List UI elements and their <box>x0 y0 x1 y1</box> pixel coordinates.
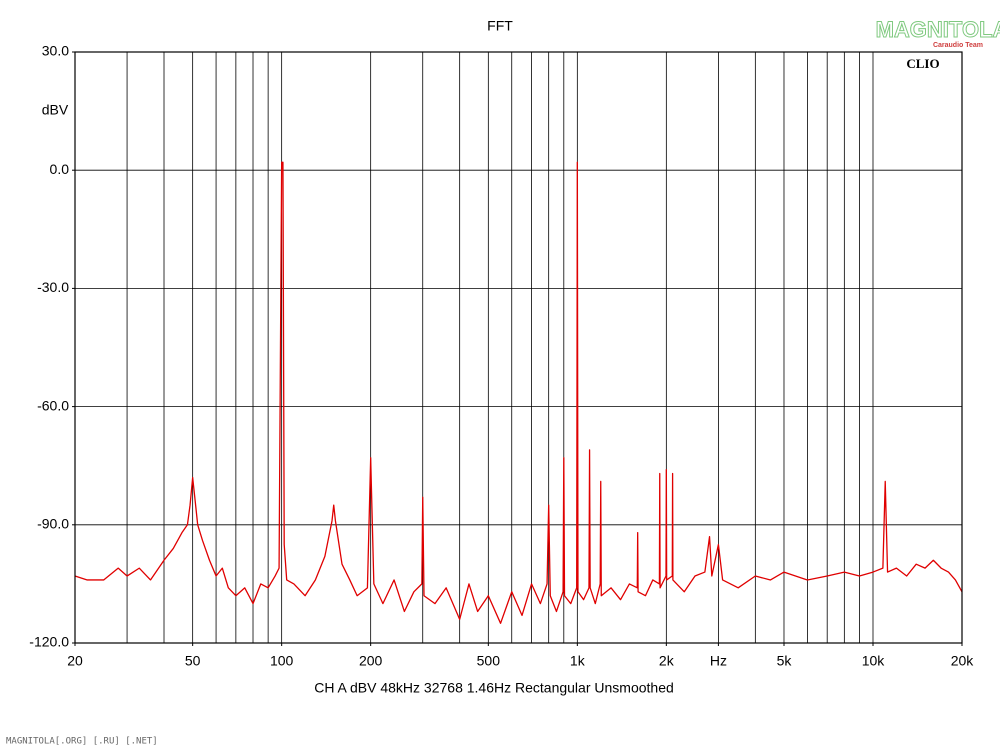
spectrum-line <box>74 161 963 624</box>
x-tick-label: 500 <box>477 653 501 669</box>
footer: MAGNITOLA[.ORG] [.RU] [.NET] <box>6 737 158 747</box>
x-tick-label: 20 <box>67 653 83 669</box>
y-tick-label: -90.0 <box>37 516 69 532</box>
y-tick-label: 0.0 <box>50 161 70 177</box>
x-tick-label: 100 <box>270 653 294 669</box>
y-tick-label: -60.0 <box>37 397 69 413</box>
x-tick-label: 5k <box>777 653 793 669</box>
x-axis-label: CH A dBV 48kHz 32768 1.46Hz Rectangular … <box>314 680 674 696</box>
brand-box <box>898 55 948 75</box>
x-tick-label: 1k <box>570 653 586 669</box>
x-tick-label: 200 <box>359 653 383 669</box>
x-tick-label: 20k <box>951 653 975 669</box>
x-tick-label: 2k <box>659 653 675 669</box>
y-axis-label: dBV <box>42 102 69 118</box>
y-tick-label: -30.0 <box>37 279 69 295</box>
y-tick-label: -120.0 <box>29 634 69 650</box>
chart-title: FFT <box>487 18 513 34</box>
x-tick-label: Hz <box>710 653 727 669</box>
y-tick-label: 30.0 <box>42 43 69 59</box>
logo: MAGNITOLA <box>876 17 1000 42</box>
brand: CLIO <box>906 56 939 71</box>
x-tick-label: 50 <box>185 653 201 669</box>
plot-frame <box>74 51 963 644</box>
logo-team: Caraudio Team <box>933 42 983 49</box>
x-tick-label: 10k <box>862 653 886 669</box>
